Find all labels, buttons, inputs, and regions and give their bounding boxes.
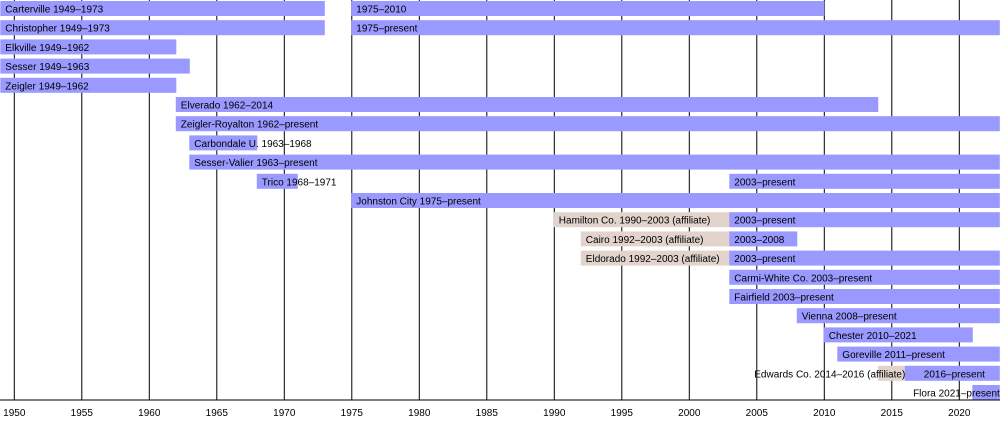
tick-label: 1965: [206, 408, 229, 419]
tick-label: 1995: [611, 408, 634, 419]
tick-label: 1985: [476, 408, 499, 419]
bar-label: Trico 1968–1971: [262, 177, 337, 188]
member-bar: [729, 269, 1000, 285]
affiliate-bar: [580, 250, 730, 266]
tick-label: 2010: [813, 408, 836, 419]
tick-label: 1970: [273, 408, 296, 419]
bar-label: Vienna 2008–present: [802, 312, 897, 323]
bar-labels: Carterville 1949–1973 1975–2010 Christophe…: [5, 5, 1000, 400]
bar-label: 2003–2008: [734, 235, 784, 246]
bar-label: Eldorado 1992–2003 (affiliate): [586, 254, 720, 265]
tick-label: 2000: [678, 408, 701, 419]
member-bar: [972, 385, 1000, 400]
member-bar: [729, 250, 1000, 266]
member-bar: [729, 231, 798, 247]
bar-label: Zeigler 1949–1962: [5, 81, 89, 92]
tick-label: 1980: [408, 408, 431, 419]
tick-label: 1955: [71, 408, 94, 419]
tick-label: 2005: [746, 408, 769, 419]
bar-label: Goreville 2011–present: [842, 350, 945, 361]
bar-label: Fairfield 2003–present: [734, 293, 834, 304]
member-bar: [351, 20, 1000, 36]
member-bar: [823, 327, 973, 343]
member-bar: [0, 77, 177, 93]
bar-label: Hamilton Co. 1990–2003 (affiliate): [559, 216, 711, 227]
member-bar: [351, 193, 1000, 208]
tick-label: 2020: [948, 408, 971, 419]
member-bar: [351, 1, 825, 16]
member-bar: [837, 346, 1000, 362]
bar-label: Elverado 1962–2014: [181, 101, 274, 112]
bar-label: Sesser 1949–1963: [5, 62, 89, 73]
tick-label: 1960: [138, 408, 161, 419]
member-bar: [796, 308, 1000, 324]
tick-label: 1990: [543, 408, 566, 419]
bars: [0, 1, 1000, 400]
x-axis: 1950 1955 1960 1965 1970 1975 1980 1985 1990 1995…: [0, 399, 1000, 419]
bar-label: Edwards Co. 2014–2016 (affiliate): [754, 369, 905, 380]
bar-label: Cairo 1992–2003 (affiliate): [586, 235, 704, 246]
bar-label: 1975–2010: [356, 5, 406, 16]
affiliate-bar: [580, 231, 730, 247]
affiliate-bar: [553, 212, 730, 228]
bar-label: Sesser-Valier 1963–present: [194, 158, 317, 169]
tick-label: 1975: [341, 408, 364, 419]
bar-label: 2003–present: [734, 177, 795, 188]
bar-label: 2003–present: [734, 254, 795, 265]
member-bar: [729, 173, 1000, 189]
tick-label: 1950: [3, 408, 26, 419]
member-bar: [729, 212, 1000, 228]
bar-label: 2016–present: [924, 369, 985, 380]
member-bar: [189, 154, 1000, 170]
bar-label: 2003–present: [734, 216, 795, 227]
member-bar: [175, 97, 879, 112]
bar-label: Chester 2010–2021: [829, 331, 917, 342]
affiliate-bar: [877, 365, 906, 381]
member-bar: [0, 20, 325, 36]
member-bar: [0, 58, 190, 74]
bar-label: Carmi-White Co. 2003–present: [734, 273, 872, 284]
bar-label: Carterville 1949–1973: [5, 5, 103, 16]
member-bar: [0, 1, 325, 16]
tick-label: 2015: [881, 408, 904, 419]
member-bar: [729, 289, 1000, 304]
member-bar: [0, 39, 177, 55]
bar-label: Zeigler-Royalton 1962–present: [181, 120, 319, 131]
bar-label: Christopher 1949–1973: [5, 24, 110, 35]
bar-label: 1975–present: [356, 24, 417, 35]
member-bar: [189, 135, 258, 151]
bar-label: Flora 2021–present: [913, 389, 1000, 400]
member-bar: [256, 173, 298, 189]
bar-label: Carbondale U. 1963–1968: [194, 139, 312, 150]
member-bar: [175, 116, 1000, 132]
bar-label: Johnston City 1975–present: [356, 197, 481, 208]
bar-label: Elkville 1949–1962: [5, 43, 89, 54]
member-bar: [904, 365, 1000, 381]
